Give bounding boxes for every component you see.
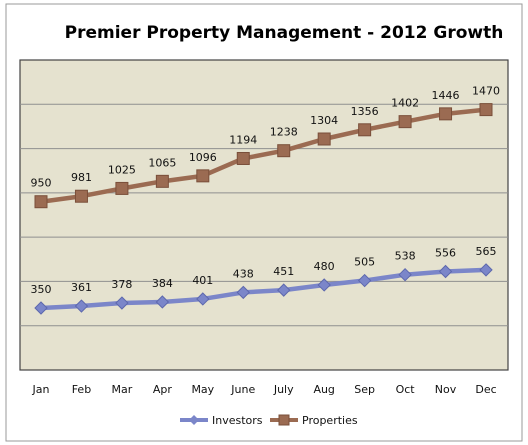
data-point [115,296,129,310]
x-tick-label: Sep [354,383,375,396]
plot-area [19,59,509,371]
data-point [34,195,48,209]
data-point [196,292,210,306]
data-label: 1065 [148,156,176,169]
legend-label: Investors [212,414,263,427]
x-tick-label: Apr [153,383,173,396]
data-label: 361 [71,281,92,294]
data-point [317,278,331,292]
data-point [74,299,89,313]
x-tick-label: Aug [313,383,334,396]
data-point [398,115,412,129]
data-label: 981 [71,171,92,184]
legend-item-investors: Investors [180,414,263,427]
x-tick-label: July [273,383,294,396]
data-label: 401 [192,274,213,287]
x-tick-label: Mar [112,383,133,396]
data-labels: 350 361 378 384 401 438 451 480 505 538 556 565 950 9… [31,85,501,296]
data-label: 565 [476,245,497,258]
data-label: 1470 [472,85,500,98]
data-point [155,295,170,309]
data-label: 451 [273,265,294,278]
x-tick-label: Oct [396,383,416,396]
x-tick-label: Jan [32,383,50,396]
chart-title: Premier Property Management - 2012 Growt… [65,23,504,43]
data-point [236,151,250,165]
data-point [196,169,210,183]
data-point [115,181,129,195]
data-point [155,174,169,188]
legend-marker [278,414,290,426]
data-label: 1194 [229,133,257,146]
legend-item-properties: Properties [270,414,358,427]
data-point [317,132,331,146]
series-properties [34,103,493,209]
data-point [439,107,453,121]
data-label: 1025 [108,163,136,176]
data-label: 1096 [189,151,217,164]
data-point [479,103,493,117]
series-layer [34,103,493,315]
data-label: 950 [31,177,52,190]
data-label: 556 [435,247,456,260]
data-label: 1356 [351,105,379,118]
data-point [357,273,372,288]
gridlines [20,103,508,327]
x-tick-label: June [230,383,255,396]
data-point [236,285,250,300]
data-point [438,264,453,279]
series-line-properties [38,107,489,204]
data-label: 438 [233,267,254,280]
x-tick-label: May [191,383,214,396]
data-label: 378 [111,278,132,291]
data-label: 480 [314,260,335,273]
data-point [277,283,291,297]
data-label: 1304 [310,114,338,127]
data-label: 350 [31,283,52,296]
legend-marker [189,415,199,425]
data-point [277,144,291,158]
x-tick-label: Nov [435,383,457,396]
data-point [34,301,48,315]
x-axis-tick-labels: Jan Feb Mar Apr May June July Aug Sep Oct Nov Dec [32,383,497,396]
data-point [358,123,372,137]
series-line-investors [38,267,489,311]
data-label: 1446 [432,89,460,102]
data-label: 384 [152,277,173,290]
series-investors [34,263,493,315]
data-label: 538 [395,250,416,263]
legend-label: Properties [302,414,358,427]
data-point [479,263,493,277]
legend: Investors Properties [180,414,358,427]
data-label: 505 [354,256,375,269]
data-label: 1402 [391,97,419,110]
data-label: 1238 [270,126,298,139]
data-point [74,189,88,203]
data-point [398,267,412,282]
x-tick-label: Dec [475,383,496,396]
x-tick-label: Feb [72,383,91,396]
